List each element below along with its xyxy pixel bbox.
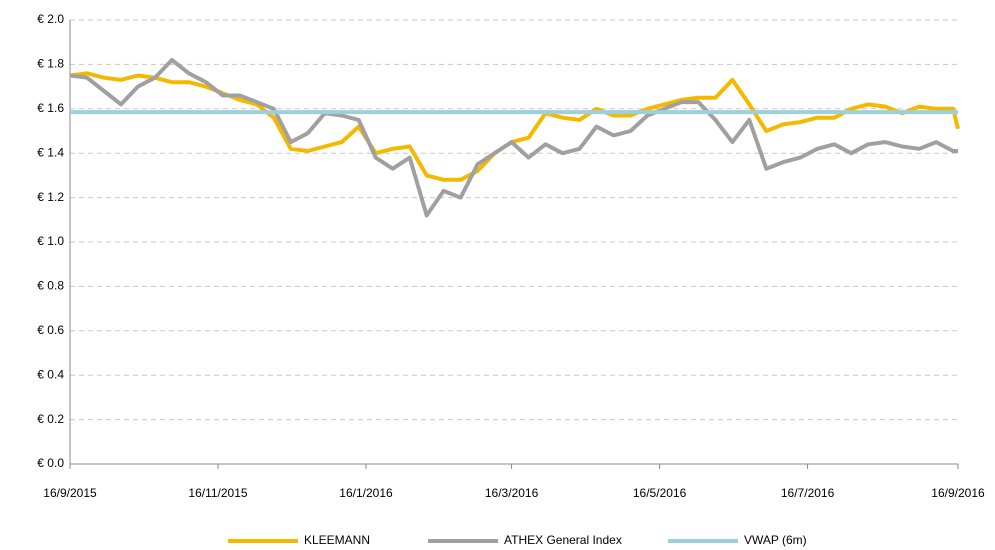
series-line: [69, 58, 958, 218]
x-tick-label: 16/9/2016: [931, 486, 985, 500]
legend-label: ATHEX General Index: [504, 533, 622, 547]
y-tick-label: € 2.0: [37, 12, 64, 26]
y-tick-label: € 1.4: [37, 145, 64, 159]
y-tick-label: € 0.2: [37, 412, 64, 426]
x-tick-label: 16/7/2016: [781, 486, 835, 500]
x-tick-label: 16/11/2015: [188, 486, 247, 500]
y-tick-label: € 0.6: [37, 323, 64, 337]
y-tick-label: € 1.6: [37, 101, 64, 115]
x-tick-label: 16/9/2015: [43, 486, 97, 500]
legend-label: KLEEMANN: [304, 533, 370, 547]
y-tick-label: € 0.0: [37, 456, 64, 470]
legend-label: VWAP (6m): [744, 533, 807, 547]
y-tick-label: € 1.0: [37, 234, 64, 248]
y-tick-label: € 0.4: [37, 367, 64, 381]
y-tick-label: € 1.2: [37, 190, 64, 204]
x-tick-label: 16/1/2016: [339, 486, 393, 500]
x-tick-label: 16/3/2016: [485, 486, 539, 500]
x-tick-label: 16/5/2016: [633, 486, 687, 500]
y-tick-label: € 0.8: [37, 279, 64, 293]
series-line: [69, 71, 960, 182]
y-tick-label: € 1.8: [37, 57, 64, 71]
